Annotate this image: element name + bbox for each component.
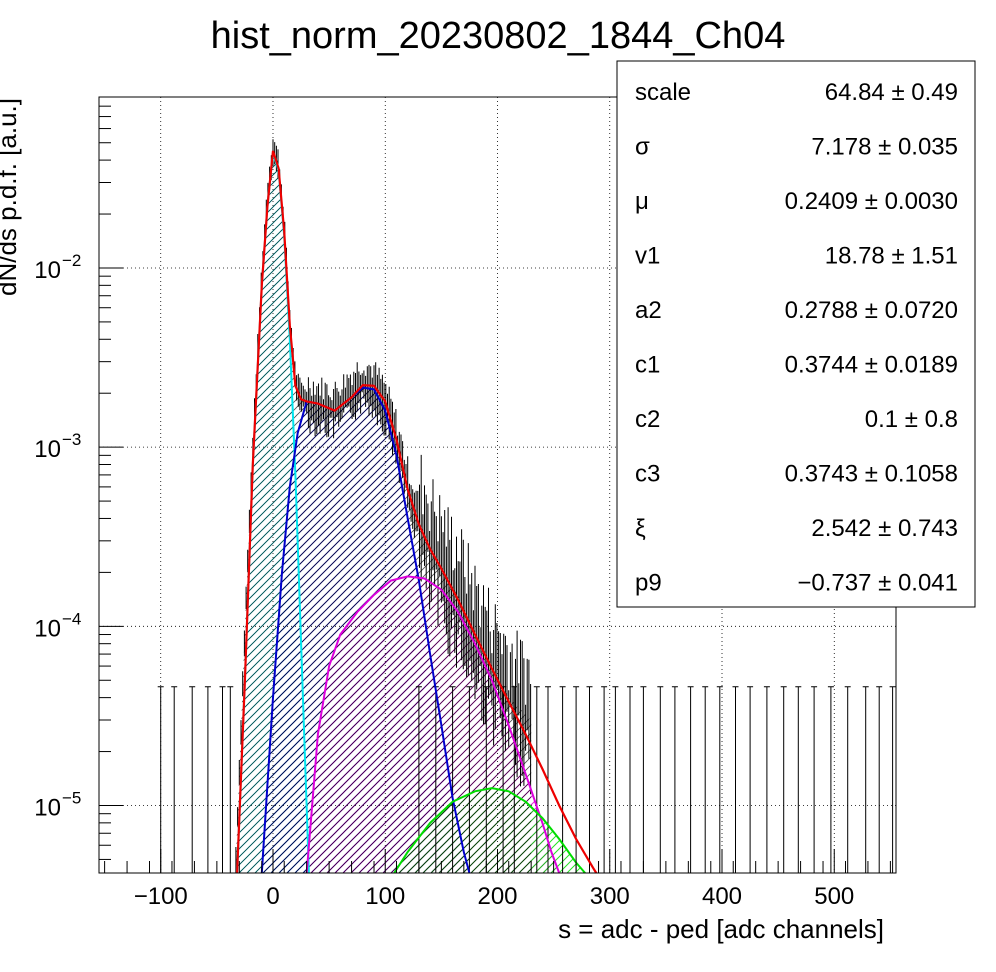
x-tick-label: 400 (702, 883, 742, 910)
stats-row: p9 −0.737 ± 0.041 (635, 570, 958, 597)
x-tick-label: 500 (814, 883, 854, 910)
y-tick-label: 10 −4 (34, 609, 81, 642)
y-tick-exponent: −3 (62, 430, 81, 449)
stats-param-name: scale (635, 79, 691, 106)
stats-param-value: 0.2788 ± 0.0720 (785, 297, 958, 324)
stats-param-name: v1 (635, 243, 660, 270)
axis-ticks (99, 96, 891, 873)
stats-row: scale 64.84 ± 0.49 (635, 79, 958, 106)
y-tick-mantissa: 10 (34, 794, 61, 821)
x-tick-label: 100 (365, 883, 405, 910)
x-tick-label: 300 (590, 883, 630, 910)
stats-param-name: a2 (635, 297, 662, 324)
stats-box-frame (616, 60, 976, 608)
stats-row: v1 18.78 ± 1.51 (635, 243, 958, 270)
stats-param-name: p9 (635, 570, 662, 597)
y-tick-mantissa: 10 (34, 257, 61, 284)
stats-param-name: c3 (635, 461, 660, 488)
stats-param-value: 0.3744 ± 0.0189 (785, 352, 958, 379)
y-tick-mantissa: 10 (34, 436, 61, 463)
fit-curves (236, 150, 598, 874)
stats-param-name: c2 (635, 406, 660, 433)
y-tick-mantissa: 10 (34, 615, 61, 642)
stats-param-value: 18.78 ± 1.51 (825, 243, 958, 270)
stats-row: c1 0.3744 ± 0.0189 (635, 352, 958, 379)
y-tick-label: 10 −5 (34, 788, 81, 821)
stats-param-value: −0.737 ± 0.041 (797, 570, 958, 597)
stats-row: c3 0.3743 ± 0.1058 (635, 461, 958, 488)
fit-curve (305, 575, 561, 874)
y-tick-label: 10 −3 (34, 430, 81, 463)
data-fill (235, 149, 532, 873)
stats-param-value: 0.1 ± 0.8 (865, 406, 958, 433)
stats-row: μ 0.2409 ± 0.0030 (635, 188, 958, 215)
y-tick-exponent: −4 (62, 609, 81, 628)
y-tick-labels: 10−510−410−310−2 (34, 251, 81, 822)
stats-param-value: 2.542 ± 0.743 (811, 515, 958, 542)
x-tick-label: 0 (266, 883, 279, 910)
stats-param-name: μ (635, 188, 649, 215)
x-tick-labels: −100 0 100 200 300 400 500 (134, 883, 855, 910)
x-tick-label: −100 (134, 883, 188, 910)
y-tick-exponent: −2 (62, 251, 81, 270)
x-axis-title: s = adc - ped [adc channels] (558, 914, 884, 944)
stats-row: a2 0.2788 ± 0.0720 (635, 297, 958, 324)
stats-param-name: c1 (635, 352, 660, 379)
stats-param-value: 7.178 ± 0.035 (811, 134, 958, 161)
fit-stats-box: scale 64.84 ± 0.49 σ 7.178 ± 0.035 μ 0.2409 ±… (616, 60, 976, 608)
stats-param-name: ξ (635, 515, 646, 542)
fit-curve (260, 386, 471, 874)
y-axis-title: dN/ds p.d.f. [a.u.] (0, 98, 22, 296)
stats-row: σ 7.178 ± 0.035 (635, 134, 958, 161)
fit-curve (393, 787, 586, 874)
x-tick-label: 200 (477, 883, 517, 910)
stats-param-value: 0.2409 ± 0.0030 (785, 188, 958, 215)
y-tick-exponent: −5 (62, 788, 81, 807)
stats-param-value: 0.3743 ± 0.1058 (785, 461, 958, 488)
y-tick-label: 10 −2 (34, 251, 81, 284)
stats-row: c2 0.1 ± 0.8 (635, 406, 958, 433)
stats-param-name: σ (635, 134, 650, 161)
stats-param-value: 64.84 ± 0.49 (825, 79, 958, 106)
fit-curve (236, 150, 598, 874)
stats-row: ξ 2.542 ± 0.743 (635, 515, 958, 542)
chart-title: hist_norm_20230802_1844_Ch04 (211, 15, 786, 57)
